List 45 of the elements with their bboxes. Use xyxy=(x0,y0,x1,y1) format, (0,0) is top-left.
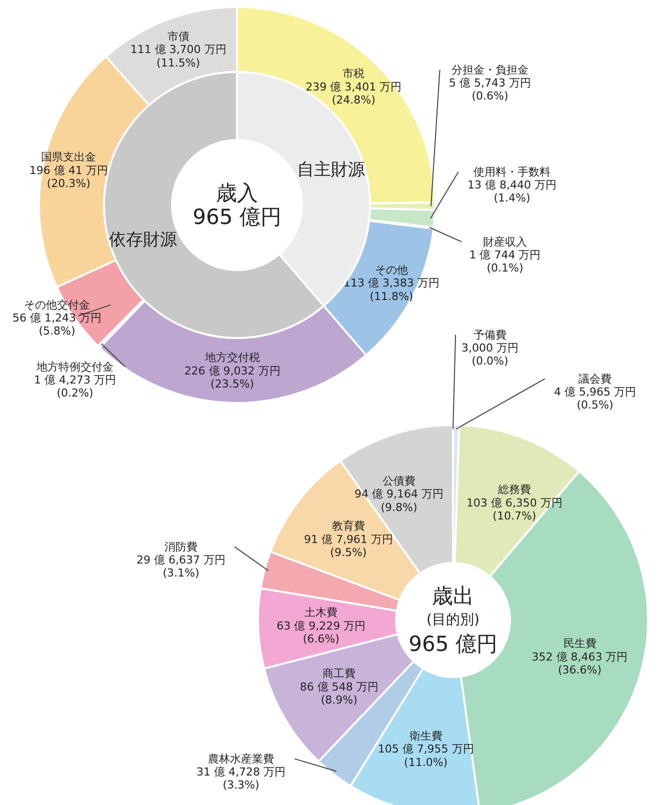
slice-label: 教育費 xyxy=(332,520,365,533)
text: 歳出 (目的別) 965 億円 xyxy=(408,584,498,656)
slice-label: 消防費 xyxy=(164,540,198,554)
category-label: 予備費 xyxy=(474,328,506,342)
data-label: 352 億 8,463 万円 (36.6%) xyxy=(532,650,628,677)
slice-label: 民生費 xyxy=(563,637,596,650)
data-label: 239 億 3,401 万円 (24.8%) xyxy=(306,80,402,107)
text: 歳入 965 億円 xyxy=(192,180,282,230)
data-label: 1 億 4,273 万円 (0.2%) xyxy=(34,374,116,400)
slice-label: 土木費 xyxy=(304,606,338,620)
slice-label: その他 xyxy=(374,263,408,276)
data-label: 13 億 8,440 万円 (1.4%) xyxy=(468,178,556,205)
slice-label: 公債費 xyxy=(382,474,416,488)
data-label: 31 億 4,728 万円 (3.3%) xyxy=(196,766,286,792)
slice-label: 地方交付税 xyxy=(204,351,260,364)
data-label: 103 億 6,350 万円 (10.7%) xyxy=(466,496,562,523)
slice-label: その他交付金 xyxy=(24,298,90,312)
data-label: 226 億 9,032 万円 (23.5%) xyxy=(184,364,280,391)
text: 3,000 万円 (0.0%) xyxy=(462,342,518,368)
slice-label: 依存財源 xyxy=(109,230,178,250)
slice-label: 商工費 xyxy=(322,667,356,680)
slice-label: 分担金・負担金 xyxy=(452,63,528,76)
data-label: 86 億 548 万円 (8.9%) xyxy=(300,680,378,707)
slice-label: 自主財源 xyxy=(296,160,365,180)
data-label: 196 億 41 万円 (20.3%) xyxy=(29,164,108,190)
slice-label: 議会費 xyxy=(578,372,612,386)
slice-label: 市税 xyxy=(342,67,365,80)
data-label: 4 億 5,965 万円 (0.5%) xyxy=(554,386,636,412)
slice-label: 市債 xyxy=(167,30,190,44)
data-label: 1 億 744 万円 (0.1%) xyxy=(469,248,541,275)
data-label: 56 億 1,243 万円 (5.8%) xyxy=(12,312,102,338)
data-label: 111 億 3,700 万円 (11.5%) xyxy=(130,43,226,70)
data-label: 5 億 5,743 万円 (0.6%) xyxy=(449,76,531,103)
slice-label: 農林水産業費 xyxy=(208,752,274,766)
slice-label: 総務費 xyxy=(496,483,531,496)
slice-label: 衛生費 xyxy=(409,729,442,742)
data-label: 94 億 9,164 万円 (9.8%) xyxy=(354,488,444,514)
data-label: 29 億 6,637 万円 (3.1%) xyxy=(136,554,226,580)
data-label: 91 億 7,961 万円 (9.5%) xyxy=(304,532,393,560)
slice-label: 国県支出金 xyxy=(41,150,96,164)
data-label: 63 億 9,229 万円 (6.6%) xyxy=(276,619,366,646)
data-label: 105 億 7,955 万円 (11.0%) xyxy=(378,742,474,769)
slice-label: 地方特例交付金 xyxy=(36,360,114,374)
slice-label: 使用料・手数料 xyxy=(474,165,550,178)
slice-label: 財産収入 xyxy=(483,235,527,248)
